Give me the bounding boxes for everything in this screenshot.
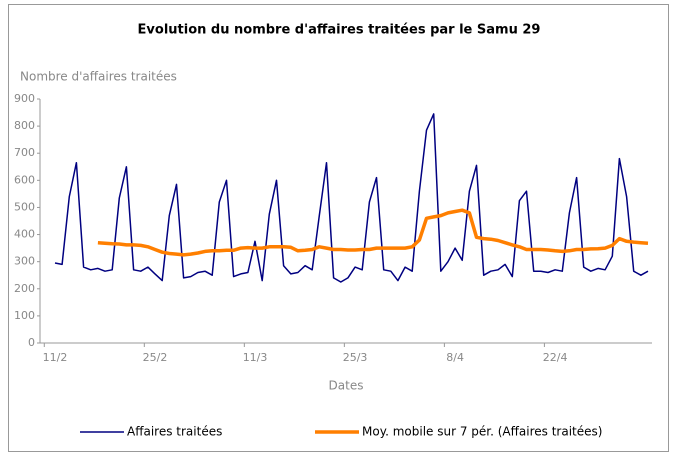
chart-title: Evolution du nombre d'affaires traitées … (138, 23, 541, 38)
y-tick-label: 300 (14, 255, 35, 268)
x-tick-label: 8/4 (446, 351, 464, 364)
y-tick-label: 100 (14, 309, 35, 322)
y-tick-label: 900 (14, 92, 35, 105)
legend-label: Affaires traitées (127, 425, 222, 439)
y-tick-label: 400 (14, 228, 35, 241)
x-tick-label: 11/3 (243, 351, 268, 364)
x-tick-label: 25/2 (143, 351, 168, 364)
x-axis-label: Dates (329, 379, 364, 393)
y-tick-label: 600 (14, 173, 35, 186)
legend-label: Moy. mobile sur 7 pér. (Affaires traitée… (362, 425, 602, 439)
y-tick-label: 700 (14, 146, 35, 159)
y-axis-label: Nombre d'affaires traitées (20, 70, 177, 84)
y-tick-label: 0 (28, 336, 35, 349)
x-tick-label: 11/2 (43, 351, 68, 364)
y-tick-label: 200 (14, 282, 35, 295)
x-tick-label: 25/3 (343, 351, 368, 364)
y-tick-label: 800 (14, 119, 35, 132)
series-line (97, 208, 649, 257)
x-tick-label: 22/4 (543, 351, 568, 364)
series-line (54, 113, 649, 283)
y-tick-label: 500 (14, 200, 35, 213)
chart-frame (8, 4, 669, 452)
